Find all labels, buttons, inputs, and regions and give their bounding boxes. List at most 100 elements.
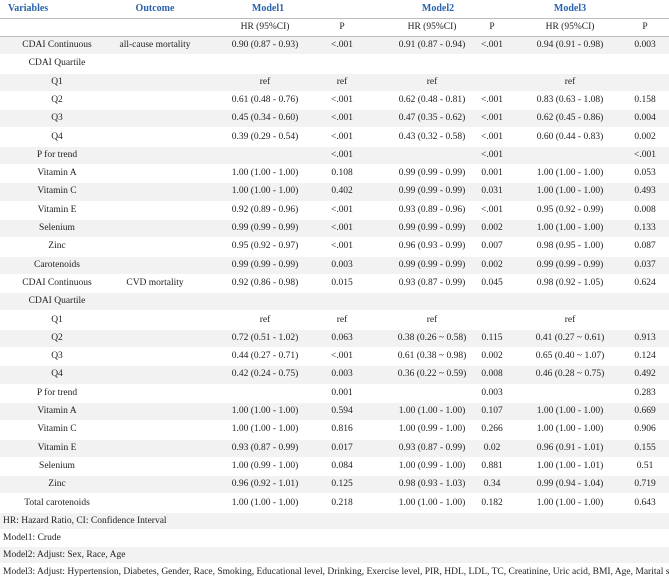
table-cell: <.001 bbox=[634, 149, 656, 160]
table-cell: 0.001 bbox=[331, 387, 353, 398]
table-cell: 0.99 (0.99 - 0.99) bbox=[231, 259, 299, 270]
table-cell: 1.00 (1.00 - 1.00) bbox=[231, 424, 299, 435]
table-cell: 0.402 bbox=[331, 186, 353, 197]
table-cell: 0.125 bbox=[331, 479, 353, 490]
table-cell: 0.015 bbox=[331, 277, 353, 288]
table-cell: <.001 bbox=[331, 113, 353, 124]
table-cell: all-cause mortality bbox=[119, 40, 191, 50]
table-cell: 1.00 (0.99 - 1.00) bbox=[398, 424, 466, 435]
header-cell: Model1 bbox=[251, 3, 285, 14]
table-cell: <.001 bbox=[331, 131, 353, 142]
subheader-rule bbox=[0, 36, 669, 37]
variable-cell: Selenium bbox=[39, 460, 75, 471]
footnote: HR: Hazard Ratio, CI: Confidence Interva… bbox=[3, 515, 167, 526]
footnote: Model2: Adjust: Sex, Race, Age bbox=[3, 549, 126, 560]
table-cell: 0.017 bbox=[331, 442, 353, 453]
variable-cell: Q1 bbox=[51, 314, 63, 325]
table-row: Vitamin A 1.00 (1.00 - 1.00) 0.108 0.99 (0.… bbox=[0, 165, 669, 182]
table-cell: 0.45 (0.34 - 0.60) bbox=[231, 113, 299, 124]
table-row: Total carotenoids 1.00 (1.00 - 1.00) 0.218… bbox=[0, 495, 669, 512]
header-row: Variables Outcome Model1 Model2 Model3 bbox=[0, 0, 669, 18]
table-cell: 0.43 (0.32 - 0.58) bbox=[398, 131, 466, 142]
table-cell: <.001 bbox=[481, 204, 503, 215]
table-cell: 0.107 bbox=[481, 406, 503, 416]
table-row: Selenium 1.00 (0.99 - 1.00) 0.084 1.00 (0.9… bbox=[0, 458, 669, 475]
table-row: Q2 0.72 (0.51 - 1.02) 0.063 0.38 (0.26 ~ 0.… bbox=[0, 329, 669, 348]
table-cell: 1.00 (0.99 - 1.00) bbox=[231, 460, 299, 471]
table-row: Q2 0.61 (0.48 - 0.76) <.001 0.62 (0.48 - 0.… bbox=[0, 92, 669, 109]
table-cell: 0.493 bbox=[634, 186, 656, 197]
table-cell: 0.72 (0.51 - 1.02) bbox=[231, 332, 299, 343]
table-cell: ref bbox=[336, 314, 348, 325]
table-cell: ref bbox=[564, 314, 576, 325]
table-cell: 0.38 (0.26 ~ 0.58) bbox=[397, 332, 467, 343]
table-row: Vitamin E 0.93 (0.87 - 0.99) 0.017 0.93 (0.… bbox=[0, 439, 669, 457]
table-cell: 0.98 (0.95 - 1.00) bbox=[536, 241, 604, 252]
subheader-cell: HR (95%CI) bbox=[545, 22, 595, 32]
table-cell: 0.624 bbox=[634, 277, 656, 288]
table-cell: 0.115 bbox=[481, 332, 503, 343]
table-cell: 1.00 (1.00 - 1.00) bbox=[231, 406, 299, 416]
table-cell: 0.037 bbox=[634, 259, 656, 270]
table-cell: ref bbox=[426, 76, 438, 87]
table-cell: <.001 bbox=[331, 149, 353, 160]
table-cell: <.001 bbox=[331, 351, 353, 362]
table-row: Selenium 0.99 (0.99 - 0.99) <.001 0.99 (0.9… bbox=[0, 220, 669, 238]
table-cell: 0.002 bbox=[481, 259, 503, 270]
table-cell: 0.218 bbox=[331, 497, 353, 508]
table-cell: 0.99 (0.99 - 0.99) bbox=[398, 186, 466, 197]
variable-cell: Q3 bbox=[51, 351, 63, 362]
table-cell: <.001 bbox=[331, 40, 353, 50]
table-cell: ref bbox=[564, 76, 576, 87]
variable-cell: Zinc bbox=[48, 479, 66, 490]
subheader-cell: P bbox=[642, 22, 648, 32]
variable-cell: Vitamin C bbox=[37, 424, 77, 435]
variable-cell: Vitamin C bbox=[37, 186, 77, 197]
table-row: Q1 ref ref ref ref bbox=[0, 312, 669, 329]
table-cell: 0.94 (0.91 - 0.98) bbox=[536, 40, 604, 50]
table-cell: 0.053 bbox=[634, 168, 656, 179]
header-cell: Variables bbox=[8, 3, 49, 14]
table-cell: 0.045 bbox=[481, 277, 503, 288]
table-cell: ref bbox=[336, 76, 348, 87]
table-cell: 0.669 bbox=[634, 406, 656, 416]
table-cell: 0.008 bbox=[634, 204, 656, 215]
table-cell: 0.62 (0.45 - 0.86) bbox=[536, 113, 604, 124]
variable-cell: Vitamin E bbox=[37, 442, 77, 453]
table-cell: 0.158 bbox=[634, 94, 656, 105]
variable-cell: P for trend bbox=[36, 149, 78, 160]
table-cell: 0.084 bbox=[331, 460, 353, 471]
variable-cell: Total carotenoids bbox=[24, 497, 90, 508]
table-cell: 0.99 (0.99 - 0.99) bbox=[398, 259, 466, 270]
table-cell: 0.002 bbox=[481, 223, 503, 233]
table-cell: <.001 bbox=[481, 40, 503, 50]
table-cell: 0.007 bbox=[481, 241, 503, 252]
table-cell: 1.00 (1.00 - 1.00) bbox=[231, 186, 299, 197]
table-row: Q3 0.45 (0.34 - 0.60) <.001 0.47 (0.35 - 0.… bbox=[0, 110, 669, 128]
table-cell: 0.643 bbox=[634, 497, 656, 508]
table-cell: <.001 bbox=[331, 204, 353, 215]
table-cell: 0.51 bbox=[636, 460, 654, 471]
variable-cell: Carotenoids bbox=[34, 259, 80, 270]
table-cell: 0.266 bbox=[481, 424, 503, 435]
table-cell: 0.83 (0.63 - 1.08) bbox=[536, 94, 604, 105]
table-row: Q1 ref ref ref ref bbox=[0, 73, 669, 91]
table-cell: <.001 bbox=[481, 113, 503, 124]
table-cell: 0.90 (0.87 - 0.93) bbox=[231, 40, 299, 50]
table-row: Vitamin A 1.00 (1.00 - 1.00) 0.594 1.00 (1.… bbox=[0, 403, 669, 421]
table-cell: 0.62 (0.48 - 0.81) bbox=[398, 94, 466, 105]
table-row: Carotenoids 0.99 (0.99 - 0.99) 0.003 0.99 (… bbox=[0, 256, 669, 274]
variable-cell: Q2 bbox=[51, 332, 63, 343]
table-cell: 0.004 bbox=[634, 113, 656, 124]
table-cell: 0.93 (0.87 - 0.99) bbox=[231, 442, 299, 453]
table-cell: 0.283 bbox=[634, 387, 656, 398]
table-cell: 0.99 (0.99 - 0.99) bbox=[398, 168, 466, 179]
table-cell: 0.44 (0.27 - 0.71) bbox=[231, 351, 299, 362]
table-row: CDAI Quartile bbox=[0, 55, 669, 72]
table-cell: 0.881 bbox=[481, 460, 503, 471]
table-cell: 0.108 bbox=[331, 168, 353, 179]
table-cell: <.001 bbox=[331, 241, 353, 252]
table-cell: 0.92 (0.86 - 0.98) bbox=[231, 277, 299, 288]
table-cell: 1.00 (1.00 - 1.00) bbox=[231, 168, 299, 179]
table-cell: 0.61 (0.48 - 0.76) bbox=[231, 94, 299, 105]
